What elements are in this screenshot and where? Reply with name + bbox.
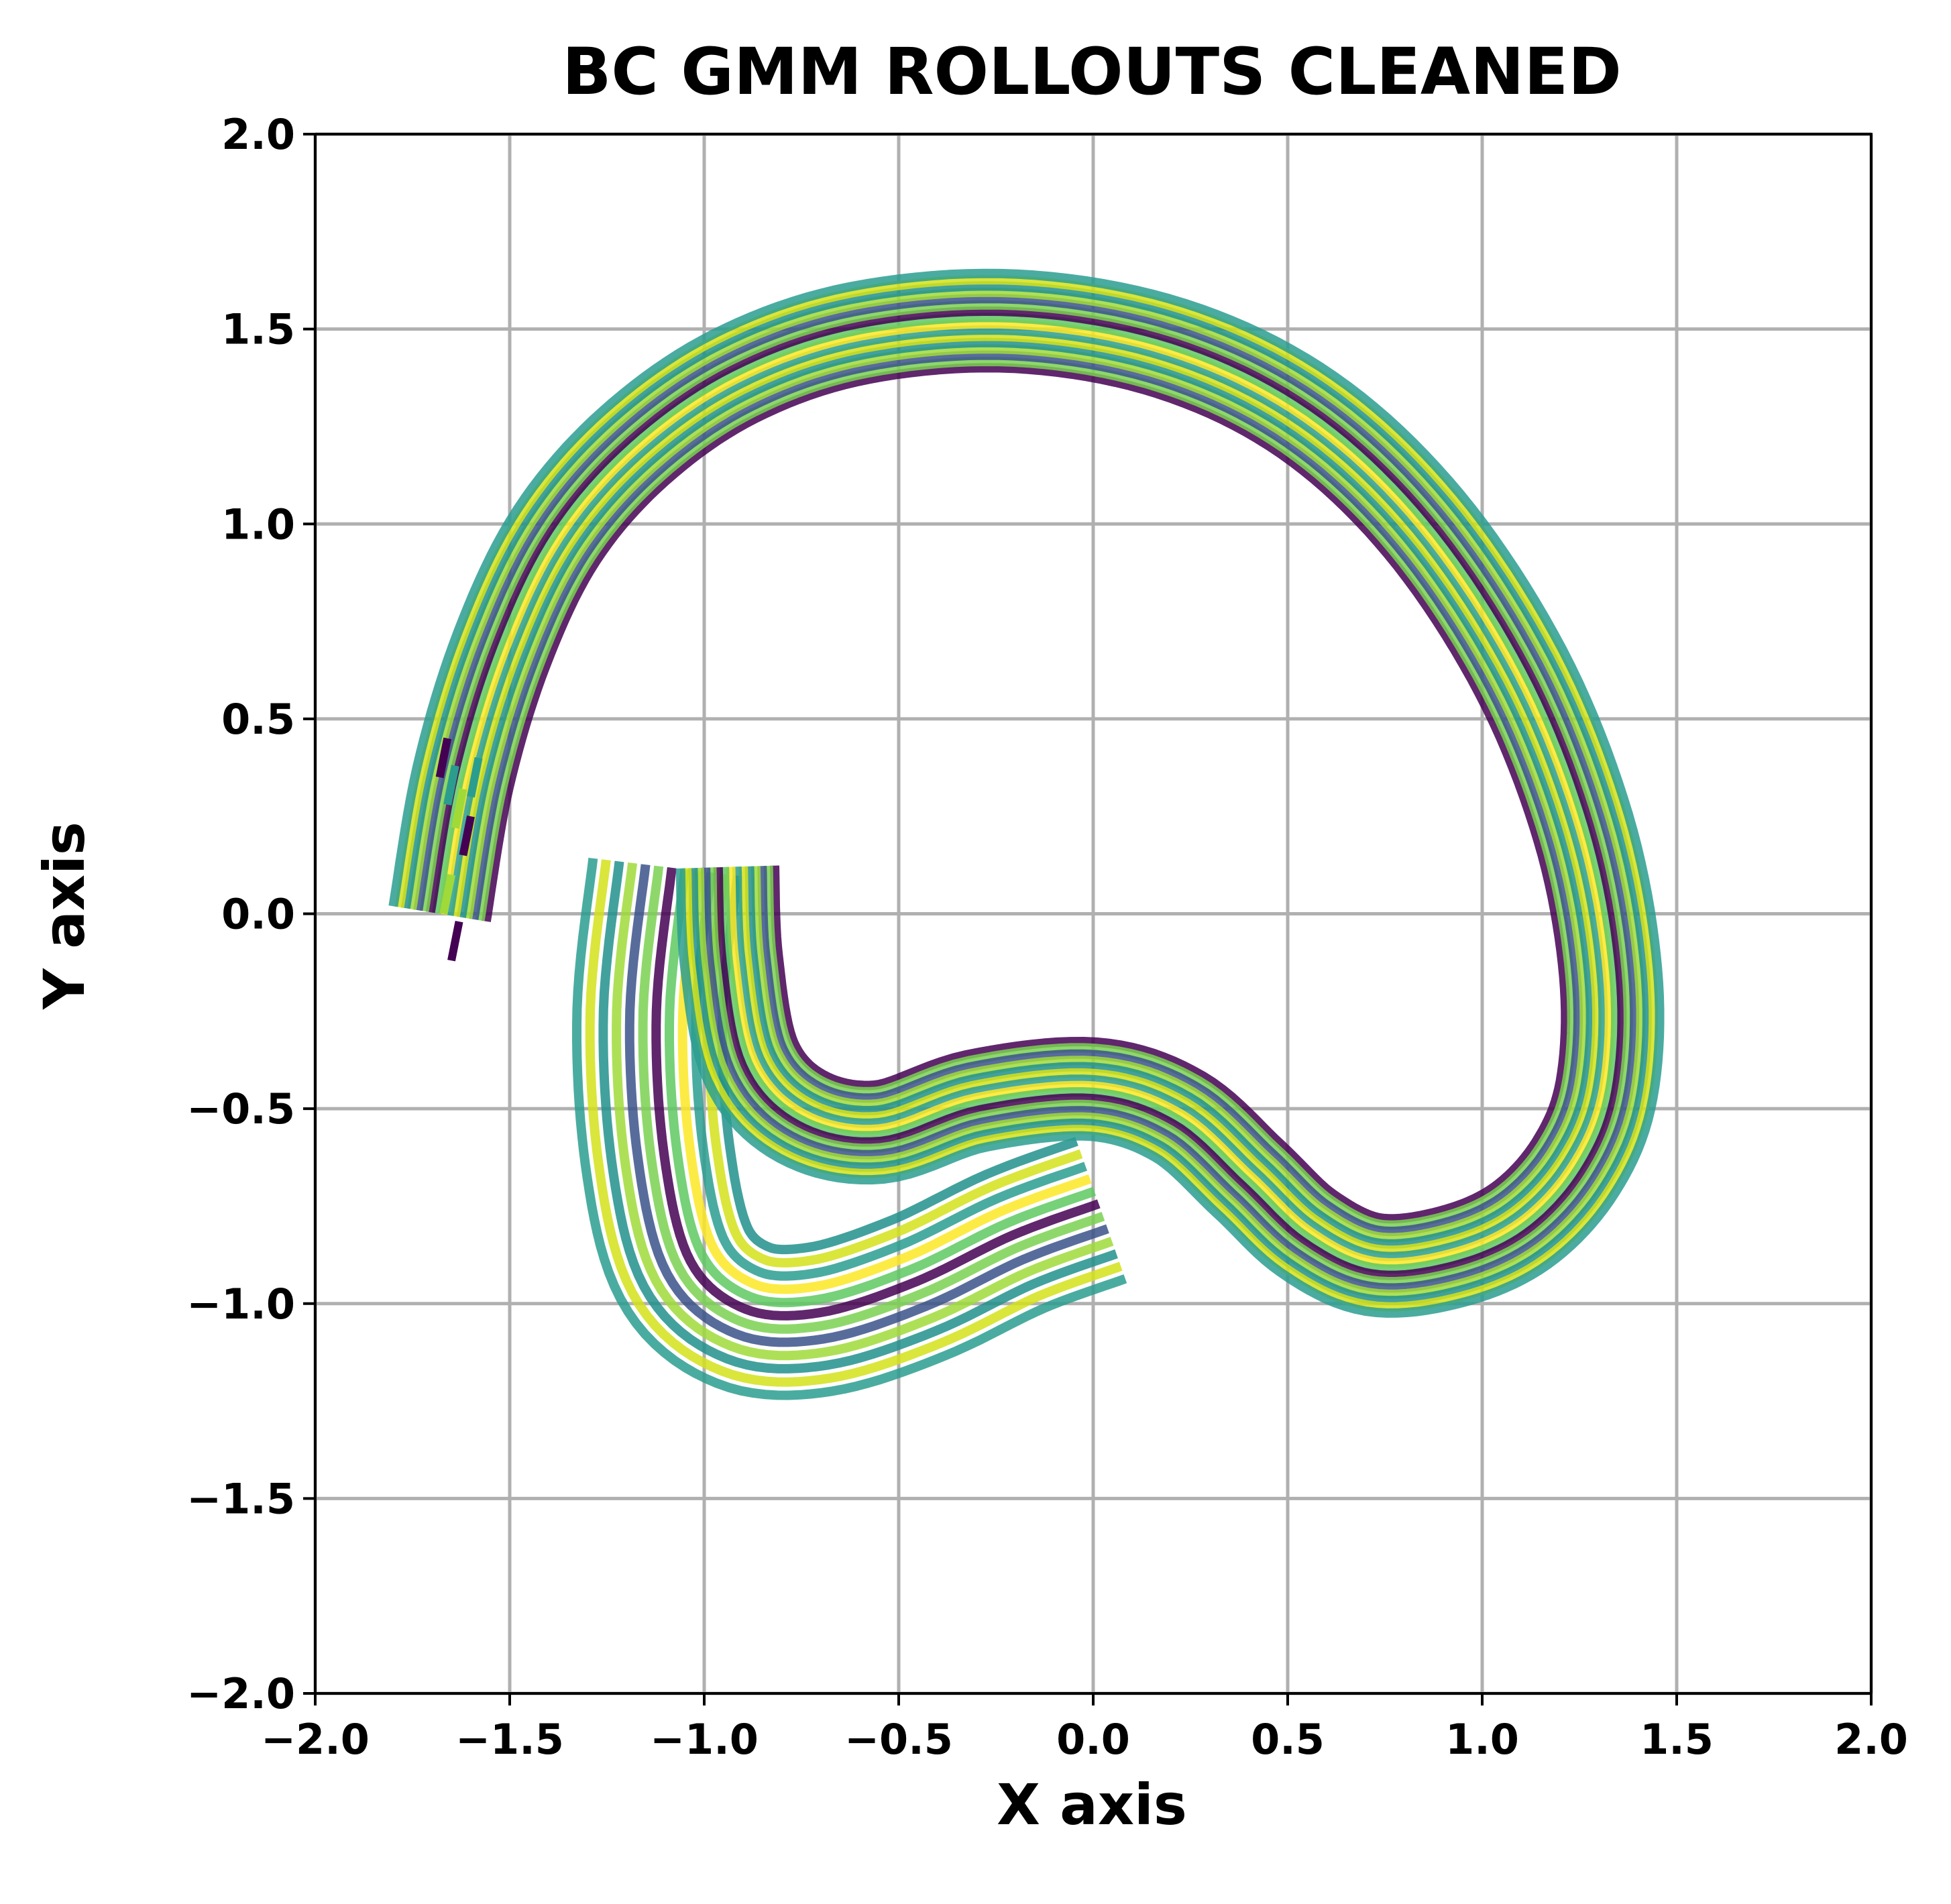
loop-trajectory-line-13 xyxy=(400,281,1652,1306)
y-axis-label: Y axis xyxy=(32,822,97,1010)
inner-trajectory-line-6 xyxy=(638,865,1105,1334)
start-tick-mark xyxy=(467,757,483,798)
x-tick-label: −0.5 xyxy=(844,1715,953,1764)
inner-trajectory-line-9 xyxy=(598,860,1118,1374)
x-tick-label: 0.0 xyxy=(1056,1715,1130,1764)
y-tick-label: 0.5 xyxy=(221,695,295,744)
start-tick-mark xyxy=(439,874,455,915)
inner-trajectory-line-3 xyxy=(677,870,1092,1294)
y-tick-label: −1.0 xyxy=(186,1280,295,1329)
inner-trajectory-line-4 xyxy=(665,869,1097,1308)
start-tick-mark xyxy=(459,816,475,856)
y-tick-label: 1.5 xyxy=(221,305,295,354)
loop-trajectory-line-9 xyxy=(425,306,1627,1280)
loop-trajectory-line-7 xyxy=(438,319,1614,1268)
x-tick-label: 1.0 xyxy=(1445,1715,1519,1764)
inner-trajectory-line-11 xyxy=(572,857,1127,1400)
loop-trajectory-line-11 xyxy=(413,294,1640,1293)
inner-trajectory-line-10 xyxy=(585,859,1123,1387)
loop-trajectory-line-4 xyxy=(456,337,1596,1249)
loop-trajectory-line-1 xyxy=(475,357,1577,1230)
chart-title: BC GMM ROLLOUTS CLEANED xyxy=(562,34,1622,109)
x-tick-label: 0.5 xyxy=(1251,1715,1325,1764)
x-tick-label: −1.0 xyxy=(650,1715,759,1764)
loop-trajectory-line-10 xyxy=(419,300,1633,1286)
y-tick-label: −0.5 xyxy=(186,1084,295,1133)
inner-trajectory-line-5 xyxy=(651,867,1101,1321)
x-tick-label: 2.0 xyxy=(1834,1715,1908,1764)
x-axis-label: X axis xyxy=(997,1772,1187,1838)
start-tick-mark xyxy=(435,737,452,779)
y-tick-label: 0.0 xyxy=(221,890,295,939)
inner-trajectory-line-7 xyxy=(624,864,1109,1347)
axis-ticks: −2.0 −1.5 −1.0 −0.5 0.0 0.5 1.0 1.5 2.0 −2.0 −1.5 −… xyxy=(186,110,1908,1764)
x-tick-label: −1.5 xyxy=(455,1715,564,1764)
loop-trajectory-line-12 xyxy=(407,287,1646,1299)
inner-trajectory-line-8 xyxy=(612,862,1114,1361)
loop-trajectory-line-14 xyxy=(394,275,1659,1312)
y-tick-label: −1.5 xyxy=(186,1474,295,1523)
x-tick-label: −2.0 xyxy=(261,1715,370,1764)
y-tick-label: −2.0 xyxy=(186,1669,295,1718)
x-tick-label: 1.5 xyxy=(1640,1715,1714,1764)
loop-trajectory-line-15 xyxy=(388,268,1665,1318)
loop-trajectory-line-8 xyxy=(432,313,1620,1274)
loop-trajectory-line-2 xyxy=(469,350,1583,1236)
start-tick-mark xyxy=(447,920,463,962)
y-tick-label: 1.0 xyxy=(221,500,295,549)
loop-trajectory-line-0 xyxy=(481,363,1571,1224)
start-tick-mark xyxy=(451,788,467,829)
loop-trajectory-line-5 xyxy=(450,331,1602,1255)
loop-trajectory-line-3 xyxy=(463,344,1590,1243)
loop-trajectory-line-6 xyxy=(444,325,1608,1262)
y-tick-label: 2.0 xyxy=(221,110,295,159)
trajectory-lines xyxy=(388,268,1665,1400)
start-tick-mark xyxy=(443,765,459,805)
